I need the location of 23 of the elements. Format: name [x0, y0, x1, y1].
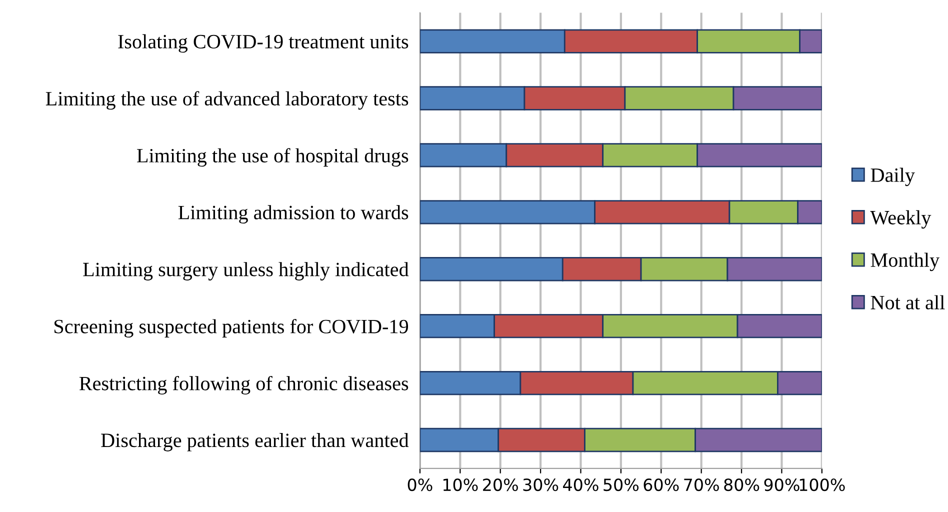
y-tick-label: Restricting following of chronic diseases	[79, 376, 408, 394]
x-tick-label: 50%	[604, 478, 639, 492]
x-tick-label: 30%	[523, 478, 558, 492]
x-tick-label: 60%	[644, 478, 679, 492]
x-tick-label: 90%	[764, 478, 800, 492]
x-tick-label: 10%	[443, 478, 478, 492]
y-tick-label: Limiting admission to wards	[178, 205, 408, 224]
legend-label: Not at all	[870, 295, 945, 310]
y-tick-label: Limiting the use of hospital drugs	[137, 148, 408, 167]
x-tick-label: 40%	[563, 478, 598, 492]
x-tick-label: 80%	[724, 478, 760, 492]
y-tick-label: Limiting the use of advanced laboratory tests	[46, 91, 408, 110]
legend-label: Daily	[870, 168, 915, 186]
legend-label: Monthly	[870, 252, 940, 272]
y-tick-label: Discharge patients earlier than wanted	[101, 433, 409, 452]
x-tick-label: 100%	[800, 478, 845, 492]
x-tick-label: 20%	[483, 478, 518, 492]
legend-label: Weekly	[870, 210, 932, 229]
x-tick-label: 70%	[684, 478, 719, 492]
y-tick-label: Screening suspected patients for COVID-19	[54, 318, 408, 338]
y-tick-label: Isolating COVID-19 treatment units	[118, 34, 408, 53]
y-tick-label: Limiting surgery unless highly indicated	[83, 262, 409, 280]
x-tick-label: 0%	[408, 478, 432, 492]
